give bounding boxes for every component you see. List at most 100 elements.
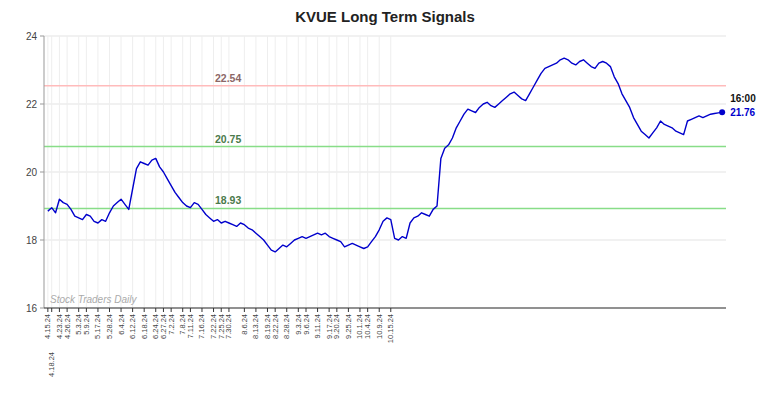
grid-line [78,36,79,308]
x-tick-label: 5.17.24 [93,314,102,339]
x-tick [336,308,337,312]
grid-line [86,36,87,308]
x-tick [51,308,52,312]
grid-line [379,36,380,308]
x-tick [379,308,380,312]
x-tick [367,308,368,312]
x-tick [182,308,183,312]
x-tick-label: 10.15.24 [386,314,395,343]
reference-label: 18.93 [215,194,241,206]
grid-line [336,36,337,308]
y-tick-label: 22 [26,99,38,110]
x-tick [155,308,156,312]
x-tick-label: 9.20.24 [332,314,341,339]
x-tick-label: 9.25.24 [344,314,353,339]
grid-line [367,36,368,308]
grid-line [144,36,145,308]
grid-line [317,36,318,308]
grid-line [213,36,214,308]
grid-line [255,36,256,308]
x-tick-label: 5.9.24 [82,314,91,335]
x-tick [255,308,256,312]
grid-line [44,104,726,105]
x-tick-label: 4.15.24 [43,314,52,339]
last-point [719,109,725,115]
x-tick [228,308,229,312]
y-tick [40,104,44,105]
x-tick-label: 8.22.24 [271,314,280,339]
grid-line [47,36,48,308]
grid-line [244,36,245,308]
x-tick-label: 9.6.24 [302,314,311,335]
reference-line [44,85,726,87]
x-tick-label: 9.11.24 [313,314,322,338]
x-tick [67,308,68,312]
grid-line [44,308,726,309]
y-tick [40,308,44,309]
x-tick [144,308,145,312]
x-tick-label: 6.12.24 [128,314,137,339]
grid-line [67,36,68,308]
grid-line [201,36,202,308]
x-tick [298,308,299,312]
y-tick-label: 24 [26,31,38,42]
x-tick [171,308,172,312]
x-tick [163,308,164,312]
x-tick [286,308,287,312]
x-tick [109,308,110,312]
x-tick [348,308,349,312]
watermark: Stock Traders Daily [50,294,138,305]
grid-line [306,36,307,308]
x-tick-label: 5.28.24 [105,314,114,339]
x-tick-label: 7.16.24 [197,314,206,339]
x-tick-label: 8.28.24 [282,314,291,339]
x-tick-label: 4.18.24 [47,352,56,377]
grid [44,36,726,308]
x-tick [306,308,307,312]
grid-line [132,36,133,308]
x-tick-label: 10.9.24 [375,314,384,339]
grid-line [359,36,360,308]
x-tick [359,308,360,312]
grid-line [121,36,122,308]
grid-line [275,36,276,308]
grid-line [298,36,299,308]
x-tick [267,308,268,312]
x-tick [213,308,214,312]
y-tick [40,36,44,37]
x-tick-label: 8.6.24 [240,314,249,335]
plot-area [44,58,726,252]
grid-line [190,36,191,308]
grid-line [109,36,110,308]
x-tick-label: 6.18.24 [140,314,149,339]
x-tick-label: 6.4.24 [117,314,126,335]
y-tick-label: 16 [26,303,38,314]
x-tick [244,308,245,312]
x-tick-label: 4.26.24 [63,314,72,339]
y-tick-label: 20 [26,167,38,178]
x-tick [201,308,202,312]
x-tick-label: 7.2.24 [167,314,176,335]
last-price-label: 21.76 [730,107,755,118]
reference-label: 20.75 [215,133,241,145]
grid-line [51,36,52,308]
x-tick [190,308,191,312]
grid-line [97,36,98,308]
grid-line [267,36,268,308]
last-time-label: 16:00 [730,93,756,104]
grid-line [155,36,156,308]
reference-line [44,208,726,210]
reference-line [44,146,726,148]
chart: KVUE Long Term Signals16182022244.15.244… [0,0,784,398]
x-tick-label: 7.11.24 [186,314,195,338]
y-tick [40,240,44,241]
grid-line [44,240,726,241]
reference-label: 22.54 [215,72,241,84]
grid-line [171,36,172,308]
grid-line [44,172,726,173]
x-tick-label: 8.13.24 [251,314,260,339]
y-tick-label: 18 [26,235,38,246]
x-tick [86,308,87,312]
grid-line [348,36,349,308]
x-tick [329,308,330,312]
